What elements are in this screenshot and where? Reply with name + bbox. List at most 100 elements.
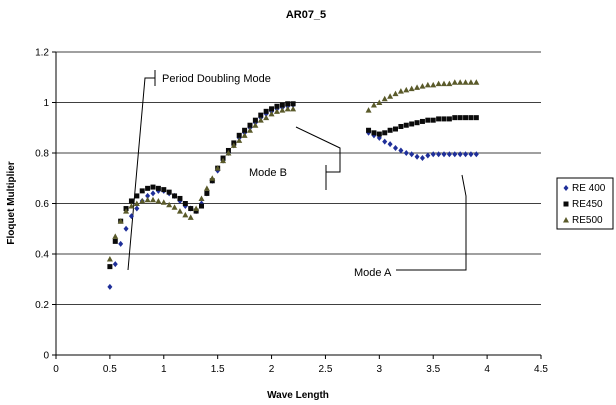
- mode-a-callout-line: [396, 174, 467, 271]
- data-point-re450: [274, 103, 280, 109]
- data-point-re450: [463, 115, 469, 121]
- data-point-re500: [182, 211, 189, 218]
- data-point-re400: [112, 261, 118, 268]
- data-point-re500: [144, 196, 151, 203]
- data-point-re500: [112, 233, 119, 239]
- data-point-re500: [230, 142, 237, 148]
- x-tick-label: 2.5: [318, 364, 332, 375]
- data-point-re450: [468, 115, 474, 121]
- x-tick-label: 2: [269, 364, 275, 375]
- x-tick-label: 4.5: [534, 364, 548, 375]
- data-point-re500: [263, 114, 270, 121]
- x-axis-label: Wave Length: [267, 390, 329, 401]
- x-tick-label: 3.5: [426, 364, 440, 375]
- data-point-re450: [209, 178, 215, 184]
- y-tick-label: 0.6: [35, 199, 49, 210]
- y-tick-labels: 0 0.2 0.4 0.6 0.8 1 1.2: [35, 48, 49, 362]
- data-point-re500: [123, 208, 130, 214]
- x-tick-label: 0: [53, 364, 59, 375]
- data-point-re500: [284, 105, 291, 112]
- data-point-re450: [425, 117, 431, 123]
- data-point-re450: [263, 108, 269, 114]
- x-tick-label: 1.5: [211, 364, 225, 375]
- y-tick-label: 0: [43, 351, 49, 362]
- data-point-re450: [155, 185, 161, 191]
- data-point-re500: [247, 127, 253, 133]
- data-point-re450: [414, 120, 420, 126]
- data-point-re500: [424, 81, 431, 88]
- data-points: [106, 79, 480, 290]
- y-tick-label: 0.2: [35, 300, 49, 311]
- data-point-re450: [172, 193, 178, 199]
- data-point-re400: [123, 225, 129, 232]
- annotation-period-doubling: Period Doubling Mode: [162, 73, 271, 85]
- data-point-re450: [161, 187, 167, 193]
- data-point-re450: [279, 102, 285, 108]
- data-point-re450: [409, 121, 415, 127]
- data-point-re500: [408, 85, 415, 92]
- data-point-re500: [155, 197, 162, 204]
- legend-label-re450: RE450: [572, 199, 603, 210]
- data-point-re450: [150, 184, 156, 190]
- legend-label-re500: RE500: [572, 215, 603, 226]
- y-tick-label: 1: [43, 98, 49, 109]
- data-point-re500: [176, 208, 183, 214]
- chart-title: AR07_5: [286, 9, 326, 21]
- annotation-mode-b: Mode B: [249, 167, 287, 179]
- data-point-re450: [128, 198, 134, 204]
- data-point-re450: [419, 118, 425, 124]
- mode-b-callout-line: [295, 126, 341, 173]
- data-point-re450: [204, 190, 210, 196]
- data-point-re400: [145, 192, 151, 199]
- data-point-re500: [457, 79, 464, 85]
- data-point-re400: [457, 151, 463, 158]
- x-tick-label: 3: [377, 364, 383, 375]
- data-point-re450: [441, 116, 447, 122]
- data-point-re500: [128, 203, 135, 209]
- data-point-re500: [435, 80, 442, 87]
- data-point-re400: [441, 151, 447, 158]
- data-point-re450: [436, 116, 442, 122]
- x-tick-label: 0.5: [103, 364, 117, 375]
- data-point-re500: [198, 195, 205, 201]
- data-point-re500: [462, 79, 469, 85]
- data-point-re500: [419, 83, 426, 89]
- data-point-re400: [446, 151, 452, 158]
- data-point-re500: [414, 84, 421, 90]
- y-axis-label: Floquet Multiplier: [6, 161, 17, 244]
- data-point-re500: [236, 137, 243, 143]
- data-point-re450: [452, 115, 458, 121]
- data-point-re400: [118, 240, 124, 247]
- data-point-re500: [187, 214, 194, 220]
- legend-label-re400: RE 400: [572, 183, 606, 194]
- axes: [52, 51, 542, 359]
- data-point-re450: [199, 203, 204, 209]
- data-point-re400: [150, 190, 156, 197]
- data-point-re500: [392, 90, 399, 97]
- data-point-re400: [414, 153, 420, 160]
- data-point-re500: [252, 122, 259, 128]
- data-point-re450: [371, 130, 377, 136]
- data-point-re400: [436, 151, 442, 158]
- data-point-re450: [177, 195, 183, 201]
- data-point-re450: [376, 131, 382, 137]
- data-point-re450: [145, 185, 151, 191]
- data-point-re450: [258, 112, 264, 118]
- data-point-re450: [473, 115, 479, 121]
- legend-marker-re400: [563, 185, 569, 191]
- data-point-re400: [473, 151, 479, 158]
- data-point-re500: [446, 80, 453, 87]
- data-point-re450: [252, 117, 258, 123]
- data-point-re500: [370, 102, 377, 108]
- data-point-re500: [106, 256, 113, 262]
- data-point-re450: [242, 127, 248, 133]
- data-point-re450: [446, 116, 452, 122]
- legend-markers: [563, 185, 569, 223]
- data-point-re400: [128, 213, 134, 220]
- legend: RE 400 RE450 RE500: [556, 177, 614, 230]
- data-point-re500: [397, 88, 404, 94]
- y-tick-label: 1.2: [35, 48, 49, 59]
- data-point-re450: [403, 122, 409, 128]
- data-point-re400: [430, 151, 436, 158]
- data-point-re400: [452, 151, 458, 158]
